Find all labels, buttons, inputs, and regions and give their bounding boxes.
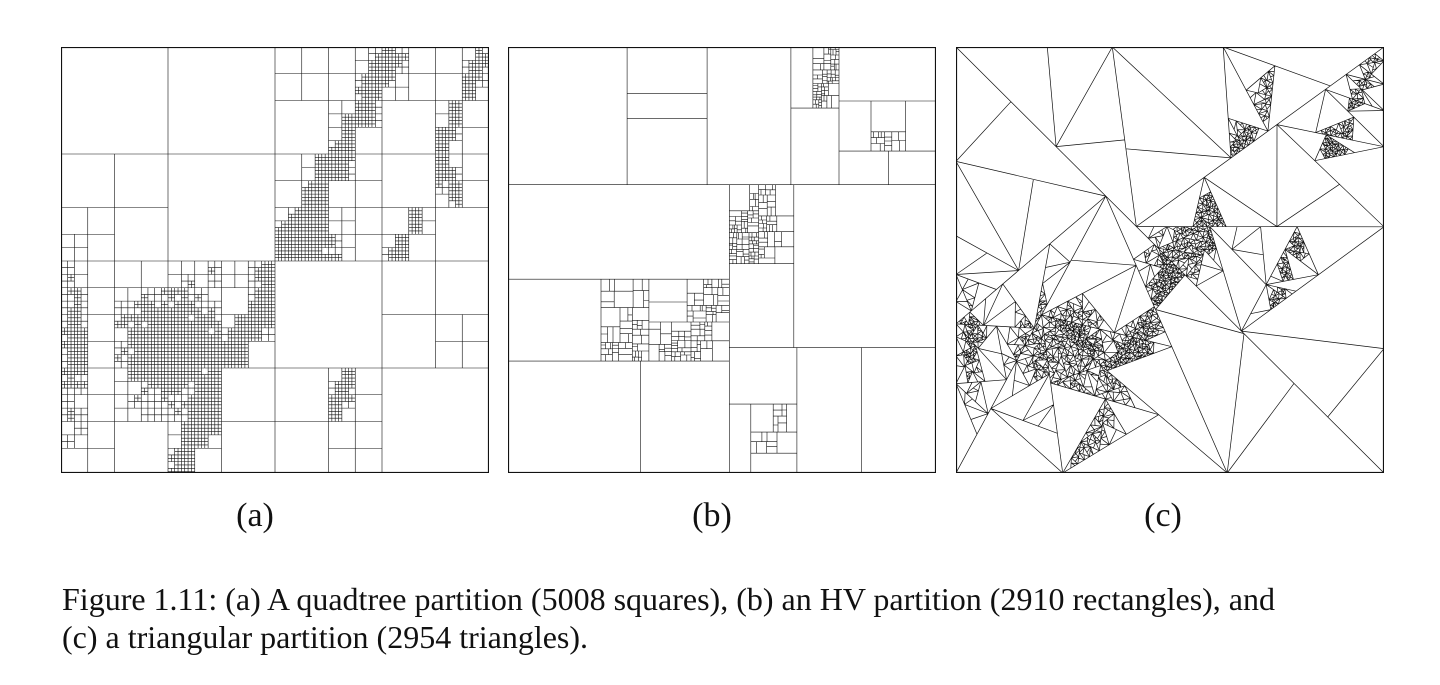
figure-caption: Figure 1.11: (a) A quadtree partition (5… (62, 580, 1402, 656)
quadtree-partition-image (61, 47, 489, 473)
panel-b-label: (b) (692, 497, 732, 534)
triangular-partition-image (956, 47, 1384, 473)
caption-line-1: Figure 1.11: (a) A quadtree partition (5… (62, 581, 1275, 617)
panel-c-label: (c) (1144, 497, 1182, 534)
panel-a-label: (a) (236, 497, 274, 534)
caption-line-2: (c) a triangular partition (2954 triangl… (62, 619, 589, 655)
hv-partition-image (508, 47, 936, 473)
